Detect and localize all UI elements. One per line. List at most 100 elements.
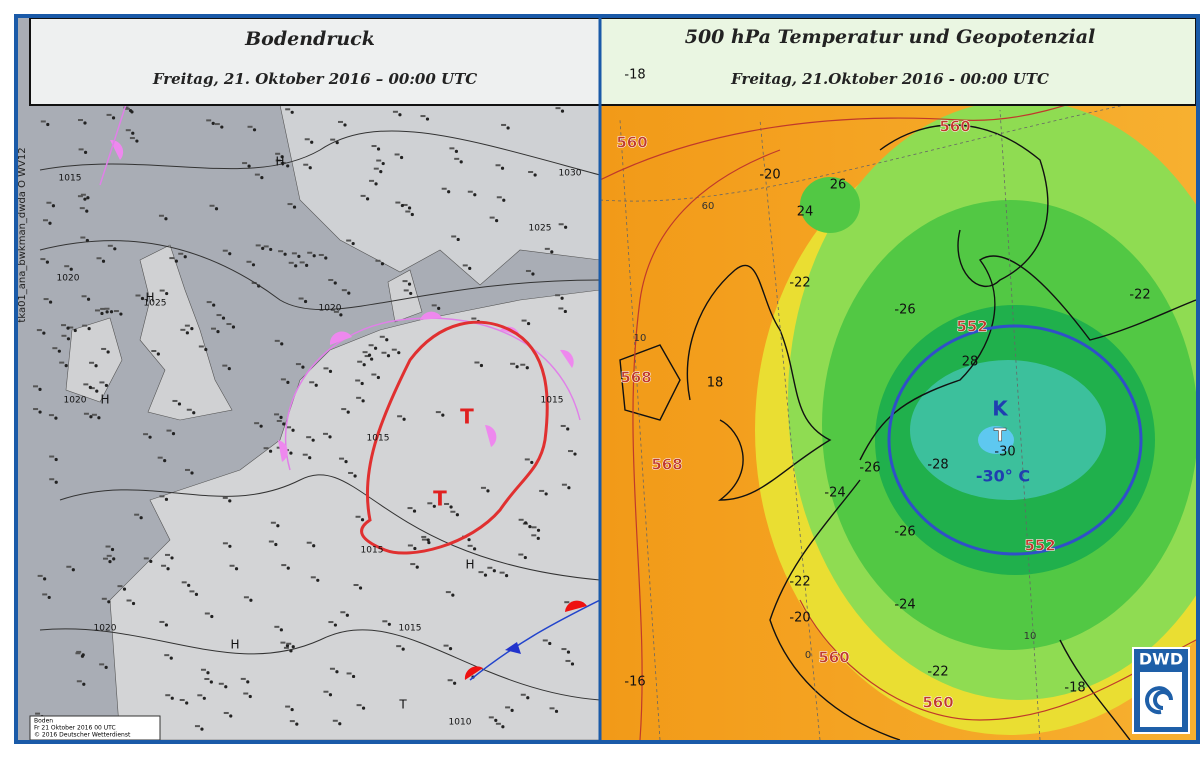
footer-line: Boden (34, 718, 53, 725)
station (425, 117, 430, 121)
isobar-label: 1015 (399, 624, 422, 634)
station-glyph (328, 621, 334, 624)
station-glyph (329, 667, 335, 670)
station-glyph (441, 187, 447, 190)
station (163, 459, 167, 463)
cold-front (469, 599, 600, 681)
station-glyph (216, 314, 222, 317)
station-glyph (328, 278, 334, 281)
temperature-label: -28 (927, 458, 948, 473)
station (38, 387, 42, 391)
isobar-label: 1015 (367, 434, 390, 444)
station-glyph (450, 510, 456, 513)
station (415, 565, 419, 569)
station-glyph (106, 554, 112, 557)
station-glyph (410, 563, 416, 566)
station (280, 155, 284, 159)
station-glyph (382, 620, 388, 623)
station (276, 524, 280, 528)
station-glyph (64, 265, 70, 268)
station (397, 351, 401, 355)
temperature-label: -26 (859, 461, 880, 476)
station-glyph (42, 593, 48, 596)
station-glyph (309, 381, 315, 384)
temperature-label: -20 (759, 168, 780, 183)
station-glyph (135, 294, 141, 297)
station-glyph (206, 119, 212, 122)
station-glyph (395, 201, 401, 204)
station-glyph (33, 408, 39, 411)
station (279, 415, 283, 419)
station-glyph (364, 355, 370, 358)
station (441, 413, 445, 417)
station (206, 671, 210, 675)
station (185, 701, 189, 705)
station (410, 212, 414, 217)
station-glyph (229, 564, 235, 567)
station (94, 364, 98, 368)
station (456, 237, 460, 242)
station-glyph (123, 106, 129, 109)
station (311, 438, 315, 442)
station-glyph (255, 244, 261, 247)
station (454, 149, 459, 153)
station (221, 316, 226, 320)
station (183, 255, 187, 259)
station-glyph (246, 260, 252, 263)
station (328, 369, 333, 373)
station (361, 706, 366, 710)
station-glyph (240, 677, 246, 680)
station (554, 709, 559, 713)
station (548, 641, 552, 646)
station-glyph (307, 251, 313, 254)
station-glyph (161, 564, 167, 567)
station (282, 422, 286, 426)
station-plots (33, 106, 577, 731)
station (459, 160, 463, 164)
station-glyph (89, 361, 95, 364)
station (316, 578, 320, 582)
station-glyph (113, 310, 119, 313)
geopotential-label: 560 (939, 118, 970, 136)
station-glyph (157, 456, 163, 459)
station-glyph (278, 250, 284, 253)
station (479, 363, 484, 368)
station (455, 513, 459, 517)
station (190, 327, 194, 331)
station (449, 505, 453, 509)
station-glyph (355, 379, 361, 382)
station-glyph (332, 719, 338, 722)
station (43, 577, 47, 581)
station-glyph (194, 725, 200, 728)
station (362, 363, 366, 367)
station (573, 452, 577, 456)
temperature-label: -24 (824, 486, 845, 501)
warm-front (284, 317, 581, 471)
temperature-label: -16 (624, 675, 645, 690)
station-glyph (303, 163, 309, 166)
temperature-label: 28 (962, 355, 979, 370)
station (473, 547, 477, 551)
station (347, 291, 351, 295)
station-glyph (558, 307, 564, 310)
station-glyph (204, 677, 210, 680)
station-glyph (78, 148, 84, 151)
station (303, 299, 308, 304)
station-glyph (247, 125, 253, 128)
station-glyph (80, 236, 86, 239)
station (156, 352, 160, 356)
station (140, 296, 145, 301)
station (249, 598, 253, 602)
cold-center-symbol: K (992, 397, 1009, 421)
station (88, 385, 92, 389)
station-glyph (521, 319, 527, 322)
station-glyph (489, 216, 495, 219)
station-glyph (323, 432, 329, 435)
station-glyph (392, 110, 398, 113)
station-glyph (226, 323, 232, 326)
station-glyph (66, 565, 72, 568)
station (283, 252, 287, 256)
station-glyph (407, 507, 413, 510)
station (566, 650, 571, 654)
station (104, 383, 109, 388)
